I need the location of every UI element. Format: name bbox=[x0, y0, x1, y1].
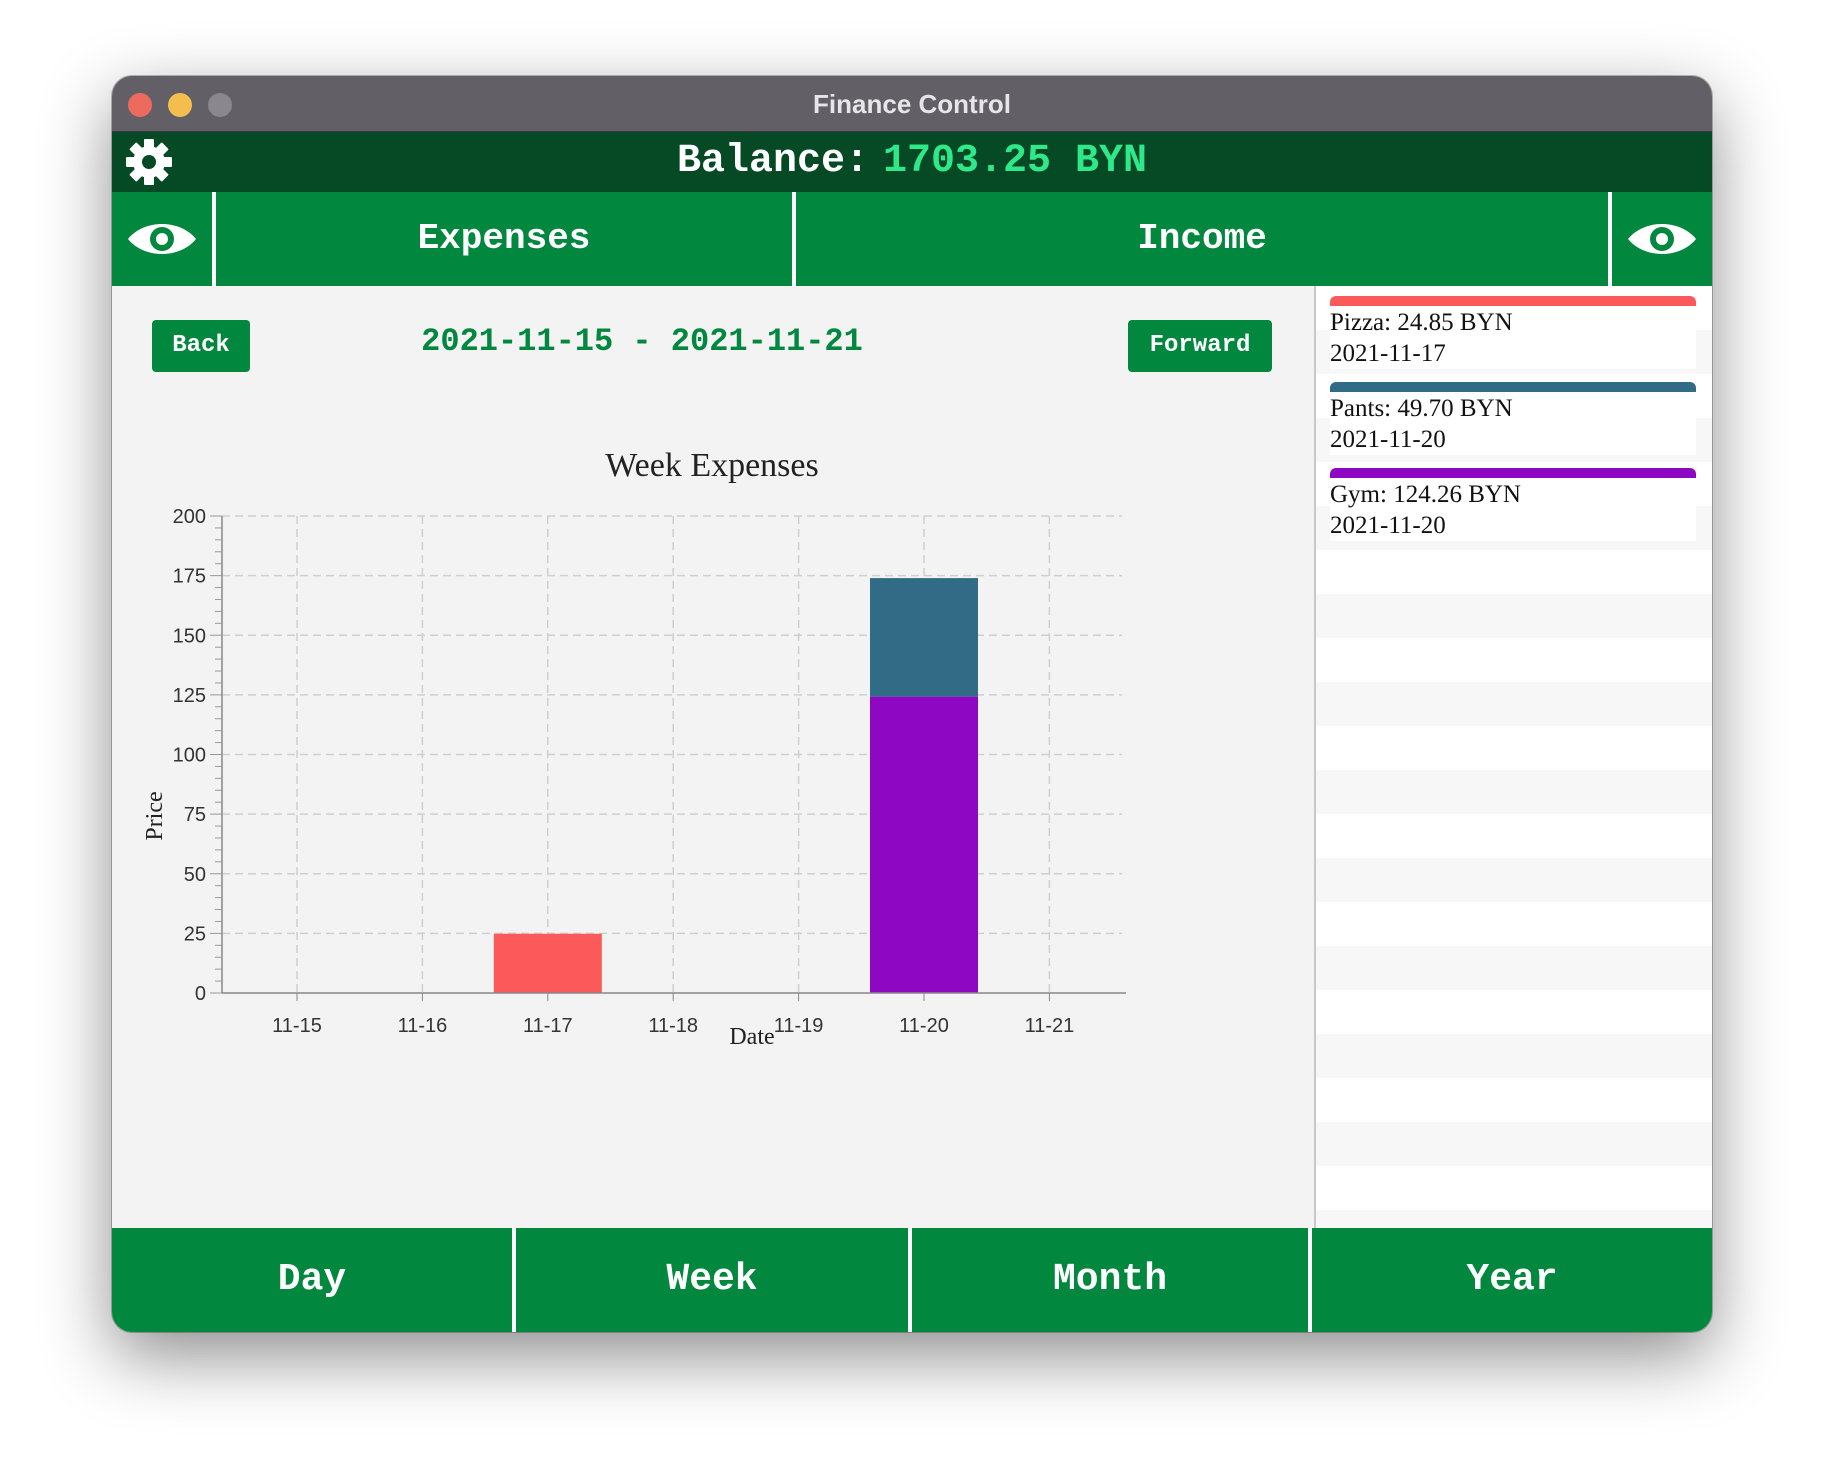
x-tick-label: 11-15 bbox=[272, 1015, 322, 1037]
y-tick-label: 50 bbox=[184, 864, 206, 886]
bar-pizza bbox=[493, 933, 602, 993]
y-tick-label: 125 bbox=[173, 685, 206, 707]
period-divider bbox=[512, 1228, 516, 1332]
y-tick-label: 150 bbox=[173, 625, 206, 647]
maximize-window-button[interactable] bbox=[208, 93, 232, 117]
forward-button[interactable]: Forward bbox=[1128, 320, 1272, 372]
expense-list: Pizza: 24.85 BYN 2021-11-17 Pants: 49.70 B… bbox=[1314, 286, 1712, 1254]
chart-area: Back 2021-11-15 - 2021-11-21 Forward Wee… bbox=[112, 286, 1712, 1232]
x-tick-label: 11-21 bbox=[1025, 1015, 1075, 1037]
entry-amount: Pants: 49.70 BYN bbox=[1330, 395, 1513, 422]
y-tick-label: 75 bbox=[184, 804, 206, 826]
list-row bbox=[1316, 682, 1712, 726]
period-bar: Day Week Month Year bbox=[112, 1228, 1712, 1332]
list-row bbox=[1316, 1166, 1712, 1210]
x-tick-label: 11-19 bbox=[774, 1015, 824, 1037]
list-row bbox=[1316, 726, 1712, 770]
eye-icon[interactable] bbox=[112, 192, 212, 286]
balance-bar: Balance: 1703.25 BYN bbox=[112, 132, 1712, 192]
x-tick-label: 11-16 bbox=[398, 1015, 448, 1037]
tab-divider bbox=[212, 192, 216, 286]
type-tab-bar: Expenses Income bbox=[112, 192, 1712, 286]
y-tick-label: 200 bbox=[173, 506, 206, 528]
x-tick-label: 11-17 bbox=[523, 1015, 573, 1037]
list-item[interactable]: Gym: 124.26 BYN 2021-11-20 bbox=[1330, 468, 1696, 541]
balance-label: Balance: bbox=[676, 139, 869, 184]
chart-grid bbox=[222, 515, 1122, 993]
chart-axes: 0 25 50 75 100 125 150 175 200 11-15 11-16 11-17 11-… bbox=[173, 506, 1126, 1037]
window-title: Finance Control bbox=[813, 89, 1011, 119]
year-button[interactable]: Year bbox=[1466, 1258, 1558, 1301]
app-window: Finance Control Balance: 1703.25 BYN bbox=[112, 76, 1712, 1332]
tab-divider bbox=[1608, 192, 1612, 286]
list-row bbox=[1316, 594, 1712, 638]
list-row bbox=[1316, 1078, 1712, 1122]
minimize-window-button[interactable] bbox=[168, 93, 192, 117]
period-divider bbox=[908, 1228, 912, 1332]
category-color-bar bbox=[1330, 382, 1696, 392]
day-button[interactable]: Day bbox=[277, 1258, 347, 1301]
list-row bbox=[1316, 814, 1712, 858]
balance-display: Balance: 1703.25 BYN bbox=[112, 132, 1712, 192]
chart-title: Week Expenses bbox=[605, 447, 818, 484]
y-tick-label: 25 bbox=[184, 923, 206, 945]
close-window-button[interactable] bbox=[128, 93, 152, 117]
list-row bbox=[1316, 990, 1712, 1034]
list-item[interactable]: Pants: 49.70 BYN 2021-11-20 bbox=[1330, 382, 1696, 455]
entry-date: 2021-11-20 bbox=[1330, 426, 1446, 453]
eye-icon[interactable] bbox=[1612, 192, 1712, 286]
chart-bars bbox=[493, 578, 978, 993]
list-row bbox=[1316, 858, 1712, 902]
list-row bbox=[1316, 1034, 1712, 1078]
period-divider bbox=[1308, 1228, 1312, 1332]
gear-icon[interactable] bbox=[124, 137, 174, 187]
y-axis-label: Price bbox=[142, 791, 168, 840]
y-tick-label: 175 bbox=[173, 566, 206, 588]
week-button[interactable]: Week bbox=[666, 1258, 758, 1301]
date-range: 2021-11-15 - 2021-11-21 bbox=[421, 323, 863, 360]
list-row bbox=[1316, 770, 1712, 814]
list-row bbox=[1316, 550, 1712, 594]
x-tick-label: 11-20 bbox=[899, 1015, 949, 1037]
week-expenses-chart: Week Expenses 0 25 50 75 100 125 150 175 200 11-1… bbox=[142, 447, 1126, 1050]
balance-value: 1703.25 BYN bbox=[882, 139, 1148, 184]
bar-gym bbox=[870, 696, 978, 993]
entry-date: 2021-11-17 bbox=[1330, 340, 1446, 367]
tab-income[interactable]: Income bbox=[1137, 218, 1267, 259]
tab-expenses[interactable]: Expenses bbox=[417, 218, 591, 259]
list-row bbox=[1316, 902, 1712, 946]
back-button[interactable]: Back bbox=[152, 320, 250, 372]
x-tick-label: 11-18 bbox=[648, 1015, 698, 1037]
x-axis-label: Date bbox=[729, 1024, 774, 1050]
title-bar: Finance Control bbox=[112, 76, 1712, 132]
category-color-bar bbox=[1330, 296, 1696, 306]
y-tick-label: 100 bbox=[173, 745, 206, 767]
month-button[interactable]: Month bbox=[1052, 1258, 1168, 1301]
category-color-bar bbox=[1330, 468, 1696, 478]
entry-amount: Pizza: 24.85 BYN bbox=[1330, 309, 1513, 336]
tab-divider bbox=[792, 192, 796, 286]
list-row bbox=[1316, 946, 1712, 990]
bar-pants bbox=[870, 578, 978, 697]
y-tick-label: 0 bbox=[195, 983, 206, 1005]
entry-amount: Gym: 124.26 BYN bbox=[1330, 481, 1521, 508]
list-row bbox=[1316, 638, 1712, 682]
list-item[interactable]: Pizza: 24.85 BYN 2021-11-17 bbox=[1330, 296, 1696, 369]
list-row bbox=[1316, 1122, 1712, 1166]
entry-date: 2021-11-20 bbox=[1330, 512, 1446, 539]
